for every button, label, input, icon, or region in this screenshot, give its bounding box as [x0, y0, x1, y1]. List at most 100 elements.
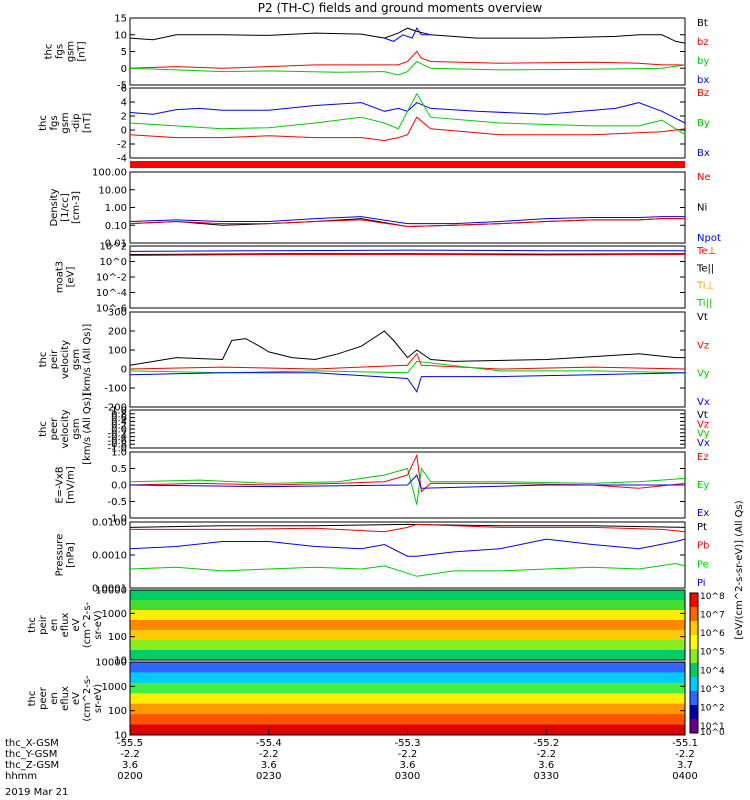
series-line-Ne — [129, 218, 685, 228]
y-tick-label: 10 — [114, 30, 127, 41]
y-tick-label: 0.0 — [111, 425, 127, 436]
y-axis-label: eV — [71, 692, 82, 705]
ephemeris-value: 3.6 — [122, 760, 138, 771]
spectrogram-band — [130, 714, 685, 726]
panel-8: 0.0100 0.0010 0.0001 Pressure [nPa] Pt Pb Pe Pi — [55, 518, 710, 595]
colorbar-band — [690, 635, 698, 650]
y-tick-label: -0.6 — [107, 436, 127, 447]
panel-7: 1.0 0.5 0.0 -0.5 -1.0 E=-VxB [mV/m] Ez Ey Ex — [55, 448, 710, 525]
y-axis-label: [nT] — [82, 113, 93, 133]
y-tick-label: 10.00 — [98, 185, 127, 196]
y-tick-label: -5 — [117, 81, 127, 92]
y-tick-label: 0.01 — [105, 239, 127, 250]
y-tick-label: 1.00 — [105, 203, 127, 214]
y-tick-label: 0.5 — [111, 464, 127, 475]
y-axis-label: sr-eV) — [93, 684, 104, 713]
colorbar-tick-label: 10^7 — [700, 611, 725, 621]
colorbar-band — [690, 663, 698, 678]
colorbar-band — [690, 607, 698, 622]
y-tick-label: 100.00 — [92, 168, 127, 179]
series-line-Vx — [129, 372, 686, 393]
spectrogram-band — [130, 630, 685, 641]
colorbar-tick-label: 10^3 — [700, 685, 725, 695]
y-axis-label: gsm — [66, 41, 77, 62]
series-line-Te⊥ — [129, 254, 686, 256]
y-axis-label: en — [49, 692, 60, 705]
y-tick-label: 1.0 — [111, 406, 127, 417]
ephemeris-value: 0330 — [534, 771, 559, 782]
y-tick-label: -0.4 — [107, 432, 127, 443]
series-line-by — [129, 60, 686, 76]
ephemeris-value: 0200 — [117, 771, 142, 782]
series-line-Npot — [129, 216, 685, 225]
y-axis-label: [km/s (All Qs)] — [82, 324, 93, 396]
y-axis-label: moat3 — [55, 261, 66, 293]
legend-entry: Te|| — [696, 263, 714, 274]
spectrogram-band — [130, 662, 685, 673]
series-line-Bt — [129, 27, 686, 44]
y-tick-label: 0 — [121, 126, 127, 137]
legend-entry: Te⊥ — [696, 246, 716, 257]
series-line-bx — [384, 27, 431, 42]
series-line-Pb — [130, 523, 686, 533]
series-line-bz — [129, 50, 685, 69]
colorbar-label: [eV/(cm^2-s-sr-eV)] (All Qs) — [734, 500, 745, 639]
colorbar-tick-label: 10^2 — [700, 703, 725, 713]
y-tick-label: 1.0 — [111, 448, 127, 459]
y-tick-label: 1000 — [102, 609, 127, 620]
y-tick-label: -2 — [117, 140, 127, 151]
colorbar-band — [690, 719, 698, 734]
panel-frame — [129, 87, 686, 159]
panel-frame — [129, 409, 686, 449]
ephemeris-label: thc_Z-GSM — [5, 760, 59, 771]
y-tick-label: 6 — [121, 84, 127, 95]
spectrogram-band — [130, 600, 685, 611]
y-tick-label: 15 — [114, 14, 127, 25]
y-tick-label: 200 — [108, 327, 127, 338]
y-axis-label: thc — [38, 421, 49, 437]
y-axis-label: [nPa] — [66, 542, 77, 568]
y-axis-label: eflux — [60, 613, 71, 638]
y-tick-label: 100 — [108, 632, 127, 643]
y-tick-label: 10^0 — [100, 257, 127, 268]
y-axis-label: sr-eV) — [93, 610, 104, 639]
colorbar-frame — [689, 592, 699, 734]
y-axis-label: eV — [71, 618, 82, 631]
legend-entry: Pb — [697, 541, 709, 552]
y-axis-label: Pressure — [55, 534, 66, 577]
y-tick-label: 0.6 — [111, 413, 127, 424]
time-axis: -55.5-2.23.60200-55.4-2.23.60230-55.3-2.… — [5, 729, 698, 782]
legend-entry: Vz — [697, 419, 709, 430]
y-axis-label: gsm — [60, 112, 71, 133]
panel-5: 300 200 100 0 -100 -200 thc peir velocity gsm [km/… — [38, 308, 710, 414]
legend-entry: bx — [697, 75, 709, 86]
series-line-Vt — [129, 330, 685, 366]
y-tick-label: 10000 — [95, 586, 127, 597]
ephemeris-value: 3.6 — [261, 760, 277, 771]
spectrogram-band — [130, 672, 685, 684]
ephemeris-value: -2.2 — [259, 749, 279, 760]
legend-entry: Ex — [697, 508, 709, 519]
ephemeris-value: -2.2 — [120, 749, 140, 760]
y-tick-label: -0.5 — [107, 497, 127, 508]
spectrogram-band — [130, 590, 685, 601]
legend-entry: bz — [697, 37, 709, 48]
y-axis-label: fgs — [55, 44, 66, 59]
panel-frame — [129, 589, 686, 661]
y-tick-label: 100 — [108, 706, 127, 717]
y-tick-label: 0.4 — [111, 417, 127, 428]
series-line-By — [129, 92, 686, 136]
legend-entry: Vx — [697, 438, 710, 449]
y-tick-label: 0.0 — [111, 481, 127, 492]
colorbar-band — [690, 677, 698, 692]
legend-entry: Vy — [697, 429, 710, 440]
panel-frame — [129, 521, 686, 589]
y-tick-label: 300 — [108, 308, 127, 319]
legend-entry: Pe — [697, 559, 709, 570]
legend-entry: Bx — [697, 148, 710, 159]
y-axis-label: gsm — [71, 418, 82, 439]
legend-entry: Vt — [697, 312, 708, 323]
y-tick-label: 10 — [114, 731, 127, 742]
y-tick-label: 0.2 — [111, 421, 127, 432]
y-tick-label: 1000 — [102, 682, 127, 693]
